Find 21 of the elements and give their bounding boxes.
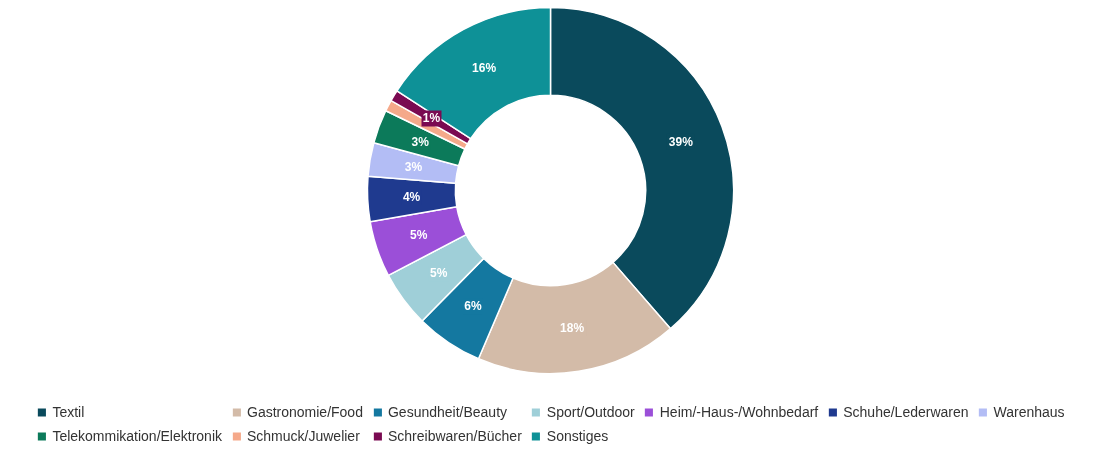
legend-label: Textil (52, 404, 85, 420)
legend-label: Gesundheit/Beauty (387, 404, 508, 420)
legend-label: Schuhe/Lederwaren (843, 404, 969, 420)
data-label: 39% (668, 134, 694, 149)
data-label: 1% (422, 111, 441, 126)
legend-label: Heim/-Haus-/Wohnbedarf (659, 404, 819, 420)
data-label: 5% (410, 228, 428, 243)
data-label: 5% (430, 266, 448, 281)
data-label: 3% (404, 159, 423, 174)
data-label: 3% (411, 134, 430, 149)
data-label: 18% (560, 320, 585, 335)
legend-label: Gastronomie/Food (247, 404, 363, 420)
legend-label: Telekommikation/Elektronik (52, 428, 222, 444)
data-label: 16% (472, 61, 497, 76)
data-label: 4% (402, 190, 421, 205)
legend-label: Schreibwaren/Bücher (387, 428, 522, 444)
legend-label: Sport/Outdoor (546, 404, 635, 420)
data-label: 6% (464, 299, 482, 314)
legend-label: Schmuck/Juwelier (247, 428, 360, 444)
legend-label: Sonstiges (546, 428, 609, 444)
legend-label: Warenhaus (993, 404, 1065, 420)
